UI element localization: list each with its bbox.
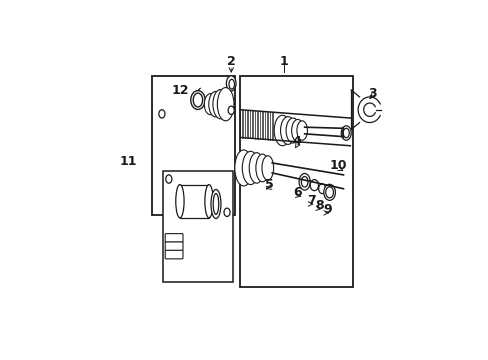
Text: 6: 6: [293, 186, 302, 199]
Text: 2: 2: [226, 55, 235, 68]
Ellipse shape: [175, 185, 183, 218]
Ellipse shape: [204, 94, 216, 115]
Ellipse shape: [226, 76, 236, 91]
Ellipse shape: [285, 118, 299, 143]
Ellipse shape: [204, 185, 213, 218]
Text: 1: 1: [279, 55, 287, 68]
Text: 12: 12: [171, 84, 188, 97]
Ellipse shape: [212, 90, 228, 119]
Ellipse shape: [165, 175, 172, 183]
Ellipse shape: [228, 79, 234, 89]
Ellipse shape: [242, 151, 259, 185]
Ellipse shape: [210, 189, 221, 219]
Text: 11: 11: [119, 154, 137, 167]
Ellipse shape: [217, 87, 233, 121]
Ellipse shape: [296, 121, 307, 140]
Text: 8: 8: [314, 199, 323, 212]
Ellipse shape: [190, 91, 205, 109]
Ellipse shape: [309, 180, 318, 191]
Ellipse shape: [325, 187, 333, 198]
Ellipse shape: [249, 153, 264, 183]
Bar: [180, 185, 208, 218]
Ellipse shape: [234, 150, 252, 186]
Ellipse shape: [323, 184, 335, 201]
Ellipse shape: [274, 115, 290, 146]
Ellipse shape: [343, 128, 348, 138]
Bar: [163, 171, 232, 282]
Ellipse shape: [262, 156, 273, 180]
Text: 9: 9: [323, 203, 331, 216]
Ellipse shape: [213, 194, 218, 214]
Ellipse shape: [208, 91, 222, 117]
Ellipse shape: [341, 126, 350, 140]
Ellipse shape: [280, 117, 295, 144]
Bar: [239, 76, 352, 287]
Ellipse shape: [301, 176, 307, 187]
Text: 4: 4: [292, 135, 301, 148]
FancyBboxPatch shape: [165, 250, 183, 259]
Text: 5: 5: [264, 178, 273, 191]
FancyBboxPatch shape: [165, 234, 183, 242]
Ellipse shape: [193, 93, 202, 107]
Ellipse shape: [159, 110, 164, 118]
Ellipse shape: [318, 184, 325, 194]
Ellipse shape: [228, 106, 234, 114]
Ellipse shape: [291, 120, 303, 141]
Ellipse shape: [255, 154, 268, 182]
Text: 7: 7: [306, 194, 315, 207]
Text: 10: 10: [329, 159, 347, 172]
Ellipse shape: [299, 174, 309, 190]
Ellipse shape: [224, 208, 230, 216]
Bar: [152, 76, 235, 215]
Text: 3: 3: [367, 87, 376, 100]
FancyBboxPatch shape: [165, 242, 183, 251]
